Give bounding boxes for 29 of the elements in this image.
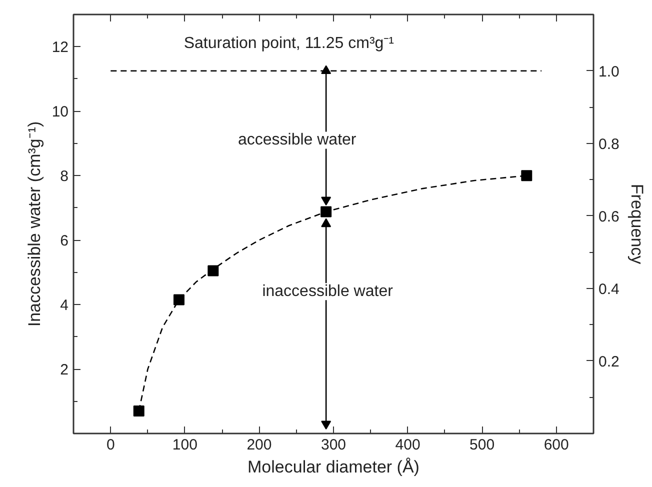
x-tick-label: 600 bbox=[544, 436, 569, 454]
annotation: inaccessible water bbox=[262, 283, 394, 300]
y-tick-label: 8 bbox=[60, 168, 68, 186]
annotation: Saturation point, 11.25 cm³g⁻¹ bbox=[184, 35, 394, 52]
x-axis-title: Molecular diameter (Å) bbox=[248, 458, 420, 476]
x-tick-label: 100 bbox=[172, 436, 198, 454]
point bbox=[521, 170, 532, 182]
y2-tick-label: 0.6 bbox=[598, 208, 620, 226]
point bbox=[173, 294, 184, 306]
x-tick-label: 300 bbox=[320, 436, 346, 454]
x-tick-label: 200 bbox=[246, 436, 272, 454]
y-axis-title: Inaccessible water (cm³g⁻¹) bbox=[24, 121, 44, 327]
x-tick-label: 500 bbox=[470, 436, 495, 454]
point bbox=[133, 405, 144, 416]
y-tick-label: 2 bbox=[60, 362, 68, 379]
y2-tick-label: 0.2 bbox=[598, 353, 620, 370]
y2-tick-label: 0.8 bbox=[598, 136, 620, 153]
x-tick-label: 0 bbox=[106, 436, 115, 454]
x-tick-label: 400 bbox=[395, 436, 420, 454]
y2-axis-title: Frequency bbox=[627, 184, 646, 265]
y-tick-label: 6 bbox=[60, 232, 68, 250]
point bbox=[320, 206, 332, 218]
y2-tick-label: 1.0 bbox=[598, 63, 620, 80]
y-tick-label: 10 bbox=[52, 104, 69, 121]
y-tick-label: 12 bbox=[52, 39, 69, 56]
annotation: accessible water bbox=[238, 132, 357, 149]
y2-tick-label: 0.4 bbox=[598, 280, 620, 298]
point bbox=[208, 265, 219, 276]
y-tick-label: 4 bbox=[60, 297, 68, 314]
